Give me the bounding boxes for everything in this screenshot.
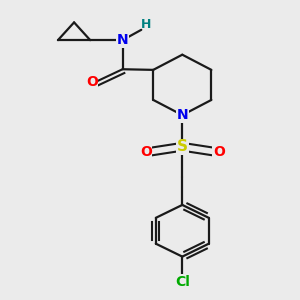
Text: Cl: Cl bbox=[175, 275, 190, 289]
Text: N: N bbox=[176, 108, 188, 122]
Text: O: O bbox=[140, 145, 152, 159]
Text: O: O bbox=[86, 75, 98, 89]
Text: S: S bbox=[177, 139, 188, 154]
Text: N: N bbox=[117, 33, 128, 47]
Text: O: O bbox=[213, 145, 225, 159]
Text: H: H bbox=[141, 17, 151, 31]
